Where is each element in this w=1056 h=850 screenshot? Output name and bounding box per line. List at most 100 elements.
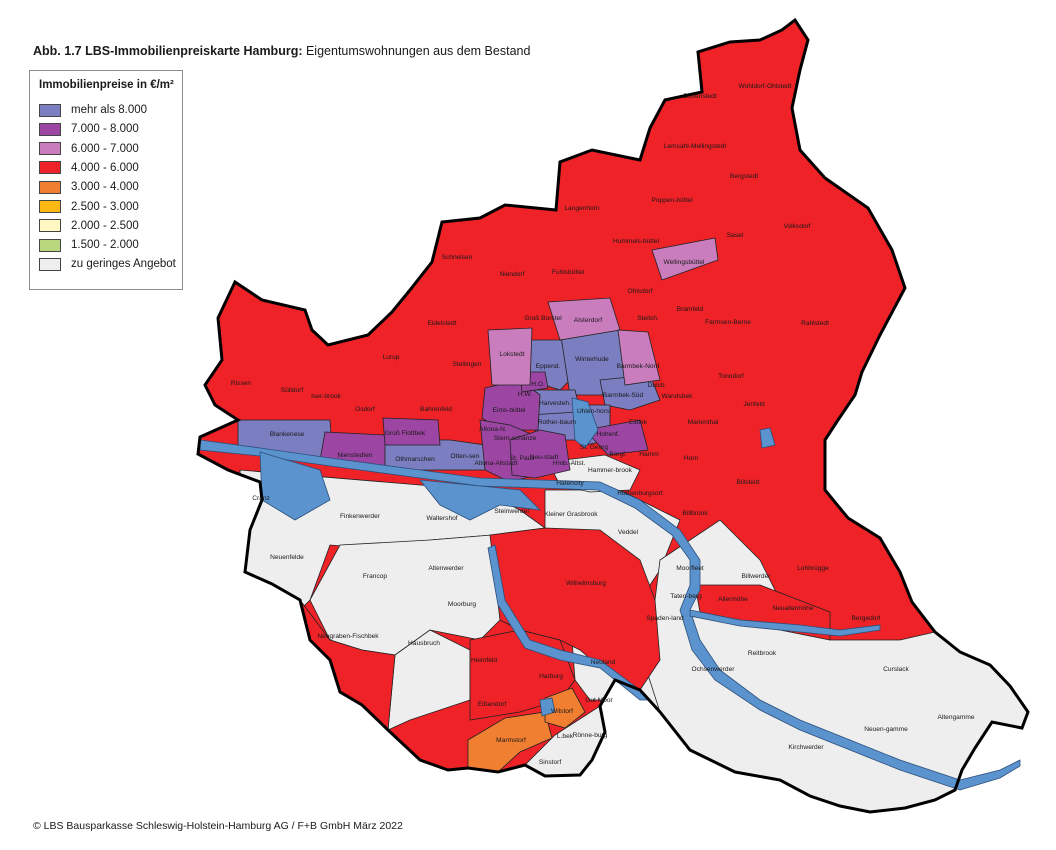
district-pl-wellingsbuettel (651, 237, 719, 281)
label-finkenwerder: Finkenwerder (340, 513, 381, 520)
label-schnelsen: Schnelsen (442, 254, 473, 261)
legend-item: 3.000 - 4.000 (39, 180, 139, 194)
label-sasel: Sasel (727, 232, 744, 239)
district-orange-wilstorf (544, 687, 586, 729)
dove-elbe (689, 609, 881, 637)
legend-swatch (39, 180, 61, 194)
lake-south (539, 697, 556, 717)
label-hohenfelde: Hohenf. (596, 431, 619, 438)
label-borgf: Borgf. (609, 451, 627, 458)
label-lohbruegge: Lohbrügge (797, 565, 829, 572)
legend-swatch (39, 122, 61, 136)
label-altona-nord: Altona-N. (479, 426, 507, 433)
map-title-rest: Eigentumswohnungen aus dem Bestand (302, 44, 531, 58)
legend-label: 3.000 - 4.000 (71, 181, 139, 194)
label-wandsbek: Wandsbek (662, 393, 694, 400)
label-harvesteh: Harvesteh. (539, 400, 571, 407)
label-hw: H.W. (518, 391, 532, 398)
label-steilshoop: Steilsh. (637, 315, 659, 322)
legend-item: zu geringes Angebot (39, 257, 176, 271)
district-pl-barmbek-nord (617, 329, 661, 386)
label-rothenburgsort: Rothenburgsort (617, 490, 663, 497)
legend-label: 7.000 - 8.000 (71, 123, 139, 136)
legend-label: 6.000 - 7.000 (71, 142, 139, 155)
label-poppenbuettel: Poppen-büttel (651, 197, 693, 204)
legend-title: Immobilienpreise in €/m² (39, 79, 174, 91)
label-kleiner-grasbrook: Kleiner Grasbrook (544, 511, 598, 518)
label-billstedt: Billstedt (736, 479, 759, 486)
label-bramfeld: Bramfeld (677, 306, 704, 313)
label-gut-moor: Gut Moor (585, 697, 613, 704)
label-sinstorf: Sinstorf (539, 759, 562, 766)
legend-item: 1.500 - 2.000 (39, 238, 139, 252)
label-cranz: Cranz (252, 495, 270, 502)
south-elbe (487, 544, 651, 701)
label-eppend: Eppend. (536, 363, 561, 370)
label-eilbek: Eilbek (629, 419, 648, 426)
label-barmbek-nord: Barmbek-Nord (617, 363, 660, 370)
label-barmbek-sued: Barmbek-Süd (603, 392, 644, 399)
label-wilstorf: Wilstorf (551, 708, 573, 715)
district-pd-gross-flottbek (382, 417, 441, 446)
label-ochsenwerder: Ochsenwerder (692, 666, 736, 673)
district-labels: Duvenstedt Wohldorf-Ohlstedt Lemsahl-Mel… (231, 83, 975, 766)
label-tatenberg: Taten-berg (670, 593, 702, 600)
label-st-georg: St. Georg (580, 444, 609, 451)
label-spadenland: Spaden-land (646, 615, 684, 622)
label-curslack: Curslack (883, 666, 909, 673)
label-tonndorf: Tonndorf (718, 373, 744, 380)
label-gross-borstel: Groß Borstel (524, 315, 562, 322)
label-steinwerder: Steinwerder (494, 508, 530, 515)
label-jenfeld: Jenfeld (743, 401, 765, 408)
label-billbrook: Billbrook (682, 510, 708, 517)
label-rahlstedt: Rahlstedt (801, 320, 829, 327)
legend-label: 4.000 - 6.000 (71, 161, 139, 174)
legend-swatch (39, 103, 61, 117)
label-marmstorf: Marmstorf (496, 737, 526, 744)
legend-swatch (39, 161, 61, 175)
legend-item: 4.000 - 6.000 (39, 161, 139, 175)
label-hafencity: Hafencity (556, 480, 584, 487)
label-billwerder: Billwerder (742, 573, 772, 580)
label-allermoehe: Allermöhe (718, 596, 748, 603)
label-alsterdorf: Alsterdorf (574, 317, 602, 324)
label-neuenfelde: Neuenfelde (270, 554, 304, 561)
legend-label: mehr als 8.000 (71, 104, 148, 116)
label-sternschanze: Stern-schanze (494, 435, 537, 442)
label-neugraben: Neugraben-Fischbek (317, 633, 379, 640)
label-ohlsdorf: Ohlsdorf (628, 288, 653, 295)
legend-label: 2.000 - 2.500 (71, 219, 139, 232)
label-neuallermoehe: Neuallermöhe (772, 605, 813, 612)
label-hammerbrook: Hammer-brook (588, 467, 633, 474)
label-wohldorf: Wohldorf-Ohlstedt (738, 83, 791, 90)
legend-item: 2.000 - 2.500 (39, 219, 139, 233)
label-othmarschen: Othmarschen (395, 456, 435, 463)
label-bergstedt: Bergstedt (730, 173, 758, 180)
label-nienstedten: Nienstedten (337, 452, 373, 459)
label-suelldorf: Sülldorf (281, 387, 304, 394)
district-pd-stpauli (509, 429, 571, 479)
label-neuengamme: Neuen-gamme (864, 726, 908, 733)
legend-label: 2.500 - 3.000 (71, 200, 139, 213)
label-blankenese: Blankenese (270, 431, 305, 438)
label-lokstedt: Lokstedt (500, 351, 525, 358)
label-st-pauli: St. Pauli (510, 455, 535, 462)
price-legend: Immobilienpreise in €/m² mehr als 8.000 7… (29, 70, 183, 290)
legend-swatch (39, 238, 61, 252)
label-reitbrook: Reitbrook (748, 650, 777, 657)
label-eimsbuettel: Eims-büttel (493, 407, 527, 414)
legend-swatch (39, 257, 61, 271)
label-neuland: Neuland (591, 659, 616, 666)
label-l-bek: L.bek (557, 733, 574, 740)
label-langenhorn: Langenhorn (564, 205, 600, 212)
label-stellingen: Stellingen (453, 361, 482, 368)
label-wellingsbuettel: Wellingsbüttel (664, 259, 705, 266)
legend-item: 6.000 - 7.000 (39, 142, 139, 156)
label-bahrenfeld: Bahrenfeld (420, 406, 452, 413)
label-altengamme: Altengamme (937, 714, 974, 721)
label-eidelstedt: Eidelstedt (428, 320, 457, 327)
label-waltershof: Waltershof (426, 515, 457, 522)
label-ottensen: Otten-sen (451, 453, 480, 460)
legend-label: 1.500 - 2.000 (71, 239, 139, 252)
